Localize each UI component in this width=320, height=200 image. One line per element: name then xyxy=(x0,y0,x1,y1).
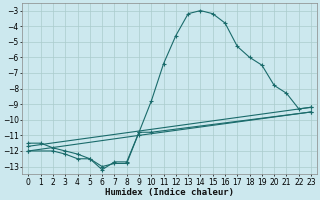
X-axis label: Humidex (Indice chaleur): Humidex (Indice chaleur) xyxy=(105,188,234,197)
